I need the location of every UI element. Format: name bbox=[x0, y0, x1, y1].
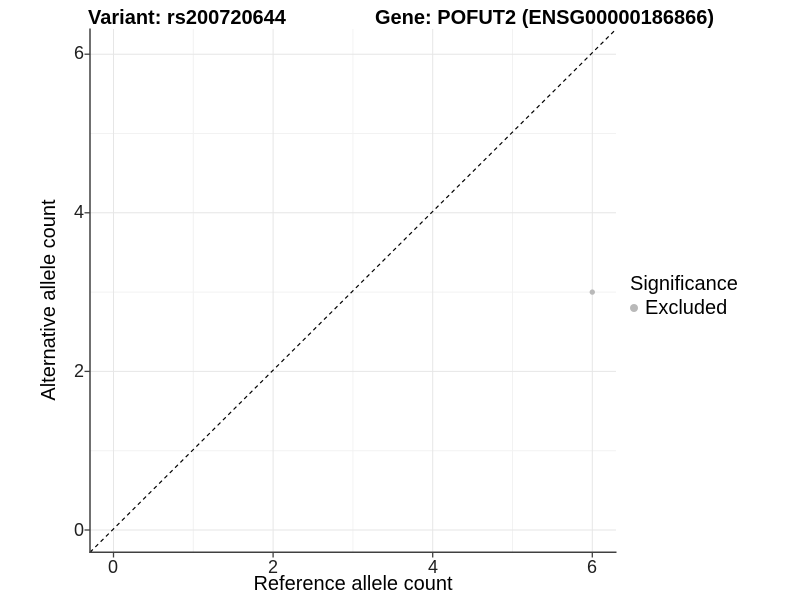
data-point bbox=[589, 289, 595, 295]
legend: Significance Excluded bbox=[630, 272, 738, 320]
y-tick-label-2: 2 bbox=[73, 361, 84, 381]
plot-title-variant: Variant: rs200720644 bbox=[88, 7, 286, 29]
grid-minor bbox=[90, 29, 616, 552]
plot-title-gene: Gene: POFUT2 (ENSG00000186866) bbox=[375, 7, 715, 29]
legend-entry-excluded: Excluded bbox=[630, 296, 738, 320]
axis-tick-marks bbox=[84, 53, 593, 558]
legend-key-dot-icon bbox=[630, 304, 638, 312]
x-axis-title: Reference allele count bbox=[253, 573, 453, 595]
legend-entry-label: Excluded bbox=[645, 297, 728, 319]
y-axis-title: Alternative allele count bbox=[38, 199, 60, 401]
y-tick-label-0: 0 bbox=[73, 520, 84, 540]
x-tick-label-6: 6 bbox=[586, 557, 597, 577]
y-tick-label-6: 6 bbox=[73, 43, 84, 63]
x-tick-label-2: 2 bbox=[267, 557, 278, 577]
x-tick-label-4: 4 bbox=[427, 557, 438, 577]
legend-title: Significance bbox=[630, 273, 738, 295]
x-tick-label-0: 0 bbox=[107, 557, 118, 577]
y-tick-label-4: 4 bbox=[73, 202, 84, 222]
identity-dashed-line bbox=[89, 28, 617, 553]
